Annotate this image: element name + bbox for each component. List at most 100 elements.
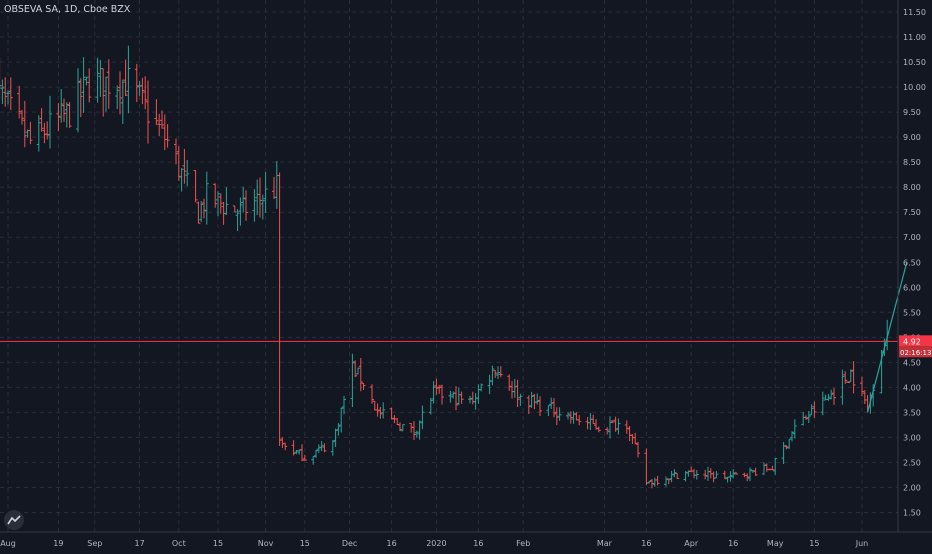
ohlc-bar [143,76,148,110]
ohlc-bar [470,391,475,405]
ohlc-bar [571,411,576,424]
ohlc-bar [454,386,458,411]
ohlc-bar [375,403,380,417]
ohlc-bar [644,448,649,486]
ohlc-bar [820,391,825,416]
ohlc-bar [154,99,159,125]
ohlc-bar [235,209,240,232]
y-tick-label: 4.50 [903,358,921,367]
ohlc-bar [216,191,220,217]
ohlc-bar [493,370,498,378]
x-tick-label: Nov [258,539,274,548]
ohlc-bar [115,85,120,110]
ohlc-bar [526,395,531,414]
ohlc-bar [812,401,817,418]
ohlc-bar [193,170,198,203]
ohlc-bar [395,418,400,425]
grid-lines [0,0,898,532]
ohlc-bar [316,444,321,453]
time-axis[interactable]: Aug 19 Sep 17 Oct 15 Nov 15 Dec 16 2020 16 Feb Mar 16 A… [0,531,932,548]
ohlc-bar [162,114,167,151]
ohlc-bar [378,407,383,419]
ohlc-bar [339,407,344,433]
ohlc-bar [126,45,131,114]
ohlc-bar [840,369,845,405]
y-tick-label: 1.50 [903,509,921,518]
x-tick-label: Oct [172,539,186,548]
ohlc-bar [728,471,733,482]
ohlc-bar [804,415,808,420]
ohlc-bar [342,395,346,415]
ohlc-bar [414,430,419,438]
ohlc-bar [353,360,358,378]
x-tick-label: Feb [516,539,530,548]
ohlc-bar [252,189,257,222]
x-tick-label: 17 [135,539,145,548]
ohlc-bar [311,456,316,465]
ohlc-bar [745,473,750,482]
ohlc-bar [692,468,696,479]
ohlc-bar [297,449,302,455]
ohlc-bar [624,420,629,434]
ohlc-bar [613,416,618,432]
ohlc-bar [179,167,184,192]
ohlc-bar [507,374,512,391]
ohlc-bar [664,476,668,487]
ohlc-bar [22,100,27,148]
y-tick-label: 8.00 [903,183,921,192]
countdown-tag [899,346,932,358]
ohlc-bar [630,434,635,445]
x-tick-label: 19 [53,539,63,548]
ohlc-bar [283,442,288,451]
y-tick-label: 11.00 [903,33,926,42]
ohlc-bar [274,160,279,209]
y-tick-label: 10.00 [903,83,926,92]
ohlc-bar [140,77,145,105]
ohlc-bar [655,475,660,486]
ohlc-bar [260,194,265,220]
current-price-tag [899,335,932,347]
ohlc-bar [538,396,542,417]
ohlc-bar [703,469,708,480]
ohlc-bar [165,124,170,148]
ohlc-bar [62,98,66,122]
ohlc-bar [123,59,128,96]
x-tick-label: 16 [473,539,483,548]
current-price-label: 4.92 [903,337,921,346]
ohlc-bar [218,193,223,214]
tradingview-logo-icon[interactable] [4,510,24,530]
ohlc-bar [78,78,83,118]
ohlc-bar [336,423,341,436]
ohlc-bar [753,467,758,476]
ohlc-bar [101,68,106,117]
ohlc-bar [224,187,229,215]
ohlc-bar [428,397,433,415]
ohlc-bar [666,478,671,485]
ohlc-bar [865,395,870,413]
ohlc-bar [6,90,10,105]
price-labels: 4.92 02:16:13 [899,335,932,358]
ohlc-bar [157,113,162,137]
ohlc-bar [134,63,139,103]
ohlc-bar [843,371,848,384]
ohlc-bar [770,465,775,471]
ohlc-bar [48,95,52,149]
y-tick-label: 3.00 [903,433,921,442]
ohlc-bar [36,115,41,152]
ohlc-bar [790,431,794,442]
y-tick-label: 2.00 [903,483,921,492]
y-tick-label: 6.50 [903,258,921,267]
ohlc-bar [160,110,164,129]
y-tick-label: 10.50 [903,58,926,67]
ohlc-bar [95,57,100,103]
ohlc-bar [781,441,786,465]
ohlc-bar [196,201,201,224]
y-tick-label: 8.50 [903,158,921,167]
price-axis[interactable]: 1.502.002.503.003.504.004.505.005.506.00… [897,0,926,532]
ohlc-bar [42,122,47,144]
ohlc-bar [473,393,478,410]
ohlc-bar [456,387,461,406]
x-tick-label: Jun [855,539,869,548]
